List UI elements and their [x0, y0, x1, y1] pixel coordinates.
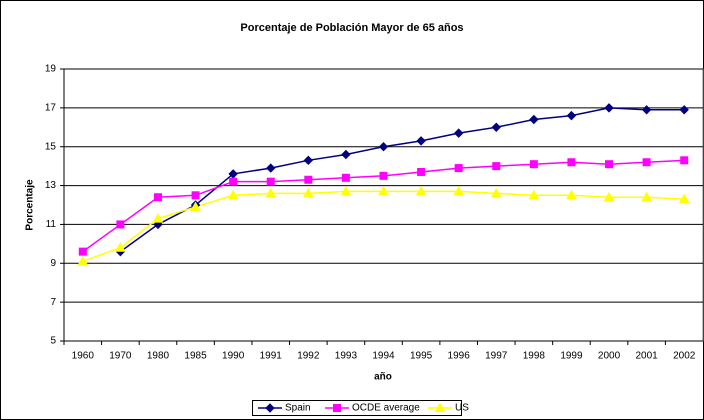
point	[303, 155, 314, 166]
point	[492, 162, 501, 171]
point	[191, 191, 200, 200]
y-tick-label: 11	[46, 219, 57, 230]
y-axis-label: Porcentaje	[25, 179, 36, 231]
point	[453, 128, 464, 138]
x-tick-label: 2002	[673, 351, 696, 362]
legend-marker	[265, 403, 275, 413]
x-tick-label: 1993	[335, 351, 358, 362]
x-tick-label: 1992	[297, 351, 320, 362]
point	[379, 171, 388, 180]
point	[266, 177, 275, 186]
y-tick-label: 15	[45, 141, 57, 152]
point	[454, 164, 463, 173]
series-line	[119, 107, 685, 253]
point	[302, 187, 314, 198]
point	[567, 158, 576, 167]
point	[566, 189, 577, 200]
point	[415, 185, 427, 196]
y-tick-label: 13	[45, 180, 57, 191]
x-tick-label: 1991	[260, 351, 283, 362]
point	[153, 193, 162, 202]
point	[566, 110, 577, 121]
x-tick-label: 1997	[485, 351, 508, 362]
y-tick-label: 5	[50, 336, 56, 347]
point	[680, 156, 689, 165]
point	[378, 185, 389, 196]
y-tick-label: 19	[45, 64, 57, 75]
y-tick-label: 17	[45, 102, 57, 113]
point	[265, 187, 277, 198]
x-tick-label: 1994	[372, 351, 395, 362]
x-tick-label: 1985	[184, 351, 207, 362]
point	[340, 185, 352, 196]
x-tick-label: 1990	[222, 351, 245, 362]
x-tick-label: 1960	[72, 351, 95, 362]
legend-box	[252, 400, 462, 416]
legend-label: Spain	[285, 403, 311, 414]
x-tick-label: 1980	[147, 351, 170, 362]
y-tick-label: 9	[50, 258, 56, 269]
point	[416, 136, 426, 146]
point	[678, 193, 690, 204]
point	[603, 191, 615, 202]
point	[190, 201, 201, 211]
x-tick-label: 1998	[523, 351, 546, 362]
x-tick-label: 1996	[448, 351, 471, 362]
point	[641, 191, 652, 202]
point	[229, 177, 238, 186]
point	[341, 149, 351, 160]
legend-label: US	[455, 403, 469, 414]
legend-marker	[333, 404, 341, 412]
point	[341, 173, 350, 182]
point	[417, 167, 426, 176]
point	[115, 242, 126, 252]
plot-area	[63, 68, 704, 342]
point	[529, 160, 538, 169]
point	[604, 103, 614, 113]
point	[491, 122, 501, 132]
point	[266, 163, 276, 173]
point	[679, 105, 689, 115]
point	[378, 142, 389, 152]
point	[453, 185, 465, 196]
legend-marker	[434, 402, 446, 412]
point	[152, 213, 164, 223]
chart-title: Porcentaje de Población Mayor de 65 años	[240, 22, 463, 34]
point	[78, 247, 87, 256]
point	[304, 175, 313, 184]
x-axis-label: año	[374, 372, 392, 383]
point	[642, 158, 651, 167]
x-tick-label: 2001	[635, 351, 658, 362]
point	[227, 189, 239, 200]
point	[641, 105, 652, 115]
point	[529, 114, 539, 125]
legend-label: OCDE average	[352, 403, 420, 414]
point	[528, 189, 540, 200]
x-tick-label: 1995	[410, 351, 433, 362]
point	[605, 160, 614, 169]
y-tick-label: 7	[50, 297, 56, 308]
x-tick-label: 1999	[560, 351, 583, 362]
point	[77, 255, 89, 266]
x-tick-label: 2000	[598, 351, 621, 362]
x-tick-label: 1970	[109, 351, 132, 362]
point	[490, 187, 502, 198]
point	[116, 220, 125, 229]
